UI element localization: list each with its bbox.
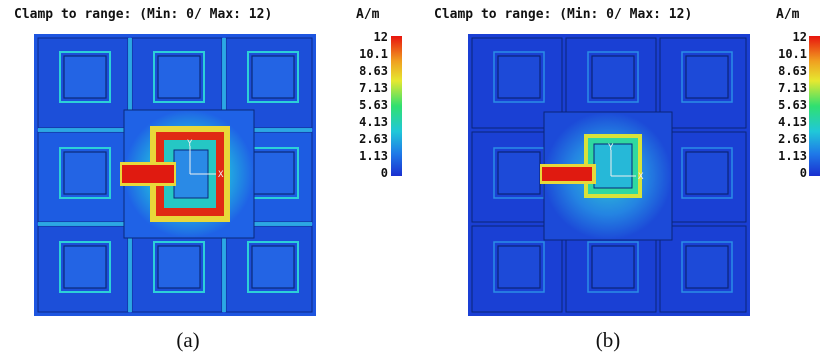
axis-label-x: X	[218, 170, 224, 180]
unit-cell-grid	[471, 37, 747, 313]
tick-label: 10.1	[359, 47, 388, 61]
tick-label: 8.63	[359, 64, 388, 78]
range-header: Clamp to range: (Min: 0/ Max: 12)	[14, 7, 273, 22]
tick-label: 2.63	[359, 132, 388, 146]
field-plot: Y X	[468, 34, 750, 316]
tick-label: 4.13	[778, 115, 807, 129]
axis-label-y: Y	[187, 139, 193, 149]
tick-label: 8.63	[778, 64, 807, 78]
unit-label: A/m	[356, 7, 380, 22]
panel-b: Clamp to range: (Min: 0/ Max: 12) A/m	[410, 0, 820, 359]
colorbar	[809, 36, 820, 176]
inner-square-glow	[493, 51, 733, 293]
feed-line	[122, 165, 174, 183]
feed-line	[542, 167, 592, 181]
axis-label-y: Y	[608, 143, 614, 153]
tick-label: 7.13	[359, 81, 388, 95]
tick-label: 10.1	[778, 47, 807, 61]
tick-label: 0	[799, 166, 807, 180]
colorbar	[391, 36, 402, 176]
tick-label: 4.13	[359, 115, 388, 129]
unit-label: A/m	[776, 7, 800, 22]
tick-label: 12	[792, 30, 807, 44]
caption: (a)	[176, 328, 200, 352]
tick-label: 2.63	[778, 132, 807, 146]
tick-label: 12	[373, 30, 388, 44]
axis-label-x: X	[638, 172, 644, 182]
panel-a: Clamp to range: (Min: 0/ Max: 12) A/m	[14, 7, 402, 352]
tick-label: 0	[380, 166, 388, 180]
tick-label: 5.63	[359, 98, 388, 112]
field-plot: Y X	[34, 34, 316, 316]
tick-label: 7.13	[778, 81, 807, 95]
tick-label: 1.13	[359, 149, 388, 163]
axes	[610, 150, 636, 177]
range-header: Clamp to range: (Min: 0/ Max: 12)	[434, 7, 693, 22]
inner-squares	[63, 55, 295, 289]
tick-label: 5.63	[778, 98, 807, 112]
axes	[189, 146, 216, 175]
inner-squares	[497, 55, 729, 289]
tick-label: 1.13	[778, 149, 807, 163]
caption: (b)	[595, 328, 621, 352]
